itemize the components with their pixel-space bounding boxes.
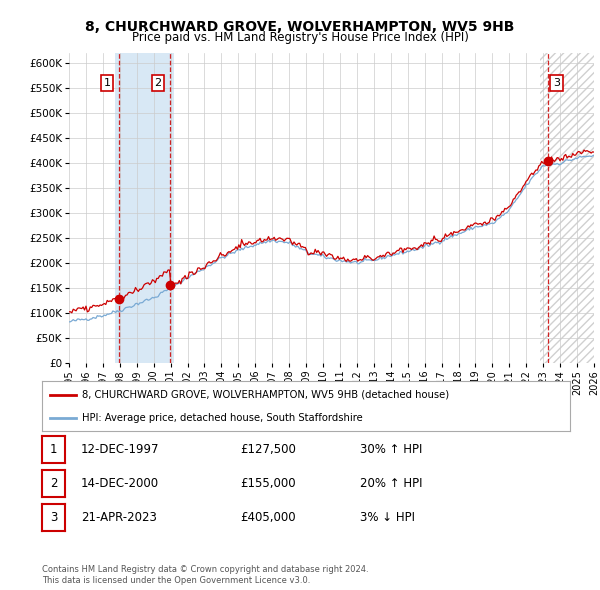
Text: 2: 2 <box>154 78 161 88</box>
Text: Price paid vs. HM Land Registry's House Price Index (HPI): Price paid vs. HM Land Registry's House … <box>131 31 469 44</box>
Text: £127,500: £127,500 <box>240 443 296 456</box>
Text: 3% ↓ HPI: 3% ↓ HPI <box>360 511 415 524</box>
Text: 8, CHURCHWARD GROVE, WOLVERHAMPTON, WV5 9HB (detached house): 8, CHURCHWARD GROVE, WOLVERHAMPTON, WV5 … <box>82 389 449 399</box>
Text: £405,000: £405,000 <box>240 511 296 524</box>
Text: 3: 3 <box>50 511 57 524</box>
Text: 30% ↑ HPI: 30% ↑ HPI <box>360 443 422 456</box>
Text: 1: 1 <box>104 78 110 88</box>
Text: 21-APR-2023: 21-APR-2023 <box>81 511 157 524</box>
Text: HPI: Average price, detached house, South Staffordshire: HPI: Average price, detached house, Sout… <box>82 413 362 423</box>
Bar <box>115 53 174 363</box>
Text: 20% ↑ HPI: 20% ↑ HPI <box>360 477 422 490</box>
Text: 8, CHURCHWARD GROVE, WOLVERHAMPTON, WV5 9HB: 8, CHURCHWARD GROVE, WOLVERHAMPTON, WV5 … <box>85 19 515 34</box>
Text: 2: 2 <box>50 477 57 490</box>
Text: 3: 3 <box>553 78 560 88</box>
Bar <box>540 53 594 363</box>
Text: £155,000: £155,000 <box>240 477 296 490</box>
Text: 1: 1 <box>50 443 57 456</box>
Text: 14-DEC-2000: 14-DEC-2000 <box>81 477 159 490</box>
Text: Contains HM Land Registry data © Crown copyright and database right 2024.
This d: Contains HM Land Registry data © Crown c… <box>42 565 368 585</box>
Text: 12-DEC-1997: 12-DEC-1997 <box>81 443 160 456</box>
